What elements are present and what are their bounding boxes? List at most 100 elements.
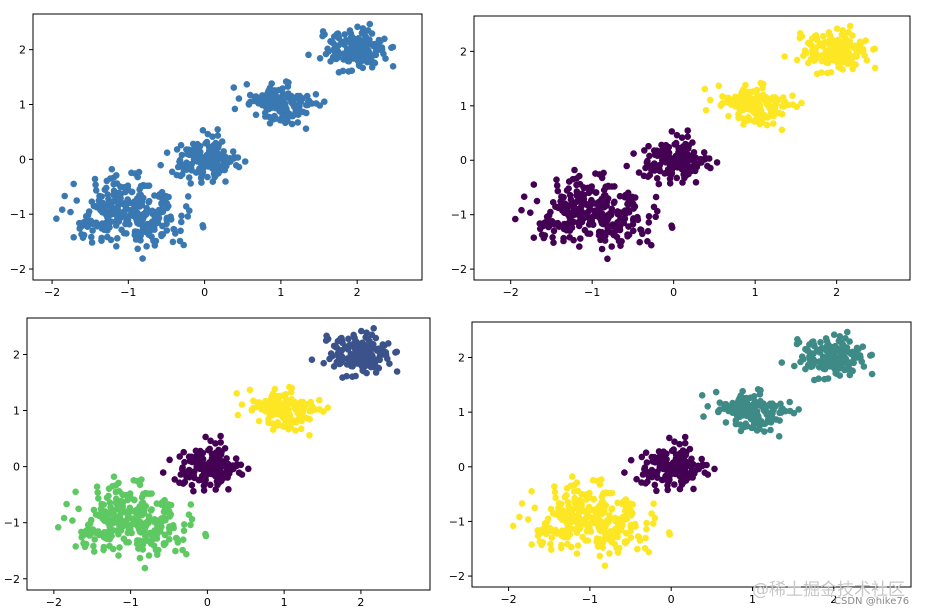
data-point bbox=[207, 469, 215, 476]
data-point bbox=[690, 149, 698, 156]
data-point bbox=[179, 546, 186, 554]
x-tick-label: 0 bbox=[204, 596, 211, 609]
data-point bbox=[114, 235, 121, 242]
data-point bbox=[72, 543, 79, 550]
data-point bbox=[70, 234, 77, 241]
data-point bbox=[614, 530, 621, 537]
data-point bbox=[158, 231, 165, 238]
data-point bbox=[91, 536, 98, 543]
data-point bbox=[627, 456, 635, 464]
data-point bbox=[384, 355, 391, 363]
data-point bbox=[98, 225, 106, 232]
data-point bbox=[617, 215, 624, 222]
data-point bbox=[348, 67, 356, 74]
data-point bbox=[644, 227, 652, 235]
data-point bbox=[701, 156, 709, 163]
data-point bbox=[138, 511, 146, 519]
data-point bbox=[674, 151, 681, 159]
data-point bbox=[276, 108, 284, 115]
data-point bbox=[147, 540, 155, 547]
data-point bbox=[297, 425, 305, 433]
data-point bbox=[608, 538, 615, 546]
data-point bbox=[846, 53, 853, 61]
data-point bbox=[634, 545, 641, 553]
data-point bbox=[113, 180, 121, 187]
data-point bbox=[528, 541, 535, 548]
data-point bbox=[120, 518, 128, 525]
data-point bbox=[571, 498, 578, 506]
data-point bbox=[289, 401, 297, 408]
data-point bbox=[217, 439, 224, 446]
data-point bbox=[621, 538, 629, 545]
data-point bbox=[650, 500, 657, 508]
data-point bbox=[649, 458, 656, 465]
data-point bbox=[530, 234, 538, 241]
data-point bbox=[286, 95, 293, 102]
axes-frame bbox=[32, 13, 423, 281]
data-point bbox=[200, 487, 208, 494]
data-point bbox=[700, 413, 707, 420]
data-point bbox=[701, 85, 709, 93]
data-point bbox=[335, 34, 343, 42]
data-point bbox=[681, 439, 689, 447]
data-point bbox=[369, 356, 377, 364]
axes-frame bbox=[26, 317, 431, 591]
data-point bbox=[259, 101, 266, 109]
data-point bbox=[541, 232, 549, 239]
data-point bbox=[871, 64, 879, 72]
data-point bbox=[185, 174, 193, 181]
points bbox=[53, 20, 397, 262]
data-point bbox=[306, 432, 313, 439]
data-point bbox=[115, 552, 122, 559]
data-point bbox=[238, 401, 246, 408]
data-point bbox=[608, 205, 616, 213]
data-point bbox=[611, 183, 618, 190]
data-point bbox=[108, 532, 115, 540]
data-point bbox=[215, 446, 222, 454]
data-point bbox=[233, 390, 240, 397]
data-point bbox=[334, 49, 342, 57]
data-point bbox=[352, 372, 359, 380]
data-point bbox=[852, 53, 860, 60]
data-point bbox=[262, 407, 269, 415]
data-point bbox=[588, 514, 596, 521]
data-point bbox=[760, 96, 768, 104]
data-point bbox=[173, 146, 181, 153]
data-point bbox=[623, 162, 630, 170]
data-point bbox=[546, 524, 554, 532]
data-point bbox=[659, 156, 667, 164]
data-point bbox=[780, 99, 788, 107]
data-point bbox=[743, 398, 750, 406]
data-point bbox=[673, 174, 681, 182]
data-point bbox=[329, 53, 337, 61]
data-point bbox=[163, 149, 171, 156]
data-point bbox=[558, 541, 565, 549]
y-tick-label: −1 bbox=[451, 209, 467, 222]
data-point bbox=[720, 401, 728, 408]
data-point bbox=[268, 395, 276, 403]
data-point bbox=[566, 531, 574, 538]
data-point bbox=[303, 92, 311, 100]
data-point bbox=[386, 360, 393, 368]
data-point bbox=[598, 476, 605, 483]
x-tick-label: 1 bbox=[277, 286, 284, 299]
data-point bbox=[761, 428, 768, 435]
data-point bbox=[67, 208, 74, 216]
data-point bbox=[548, 534, 556, 541]
data-point bbox=[389, 43, 397, 51]
data-point bbox=[738, 91, 746, 99]
data-point bbox=[852, 42, 859, 50]
data-point bbox=[536, 225, 544, 233]
data-point bbox=[757, 106, 765, 114]
data-point bbox=[778, 126, 786, 134]
data-point bbox=[324, 404, 332, 412]
data-point bbox=[843, 366, 850, 373]
data-point bbox=[202, 433, 209, 441]
data-point bbox=[113, 243, 120, 250]
data-point bbox=[136, 186, 143, 193]
data-point bbox=[352, 354, 359, 362]
data-point bbox=[286, 383, 293, 391]
y-tick-label: 1 bbox=[458, 406, 465, 419]
data-point bbox=[771, 104, 779, 111]
data-point bbox=[199, 127, 207, 134]
